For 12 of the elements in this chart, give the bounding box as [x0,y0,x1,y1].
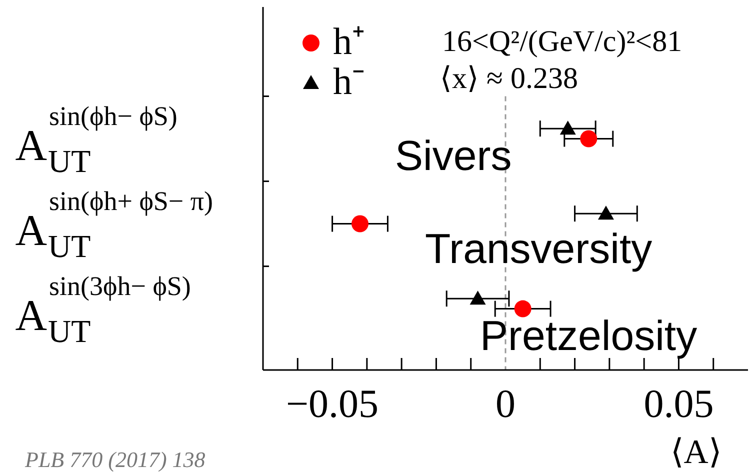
annotation: Sivers [395,132,512,179]
annotation: Pretzelosity [480,312,698,359]
x-tick-label: −0.05 [286,381,379,426]
x-axis-title: ⟨A⟩ [670,434,722,471]
text: 16<Q²/(GeV/c)²<81 [442,25,682,58]
annotation: Transversity [425,225,652,272]
legend-label: h⁻ [333,61,365,103]
x-tick-label: 0.05 [644,381,714,426]
x-tick-label: 0 [496,381,516,426]
text: ⟨x⟩ ≈ 0.238 [440,62,578,95]
legend-label: h⁺ [333,21,365,63]
text: PLB 770 (2017) 138 [24,447,206,472]
